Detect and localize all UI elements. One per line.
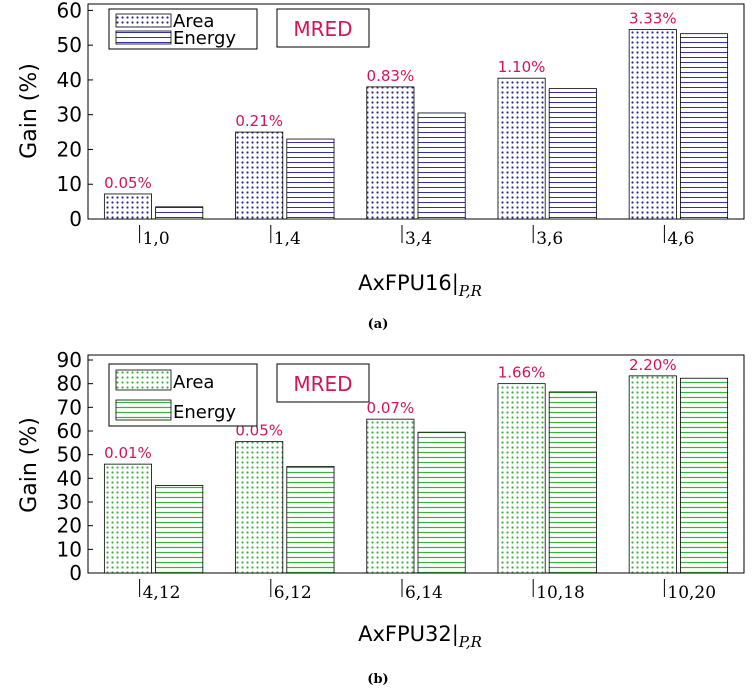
y-tick-label: 90 [57, 348, 82, 372]
x-tick-label: 10,20 [667, 583, 716, 603]
mred-value-label: 0.01% [104, 444, 152, 462]
y-tick-label: 60 [57, 0, 82, 22]
legend-label-area-b: Area [173, 372, 214, 393]
y-tick-label: 20 [57, 514, 82, 538]
chart-panel-a: 0 10 20 30 40 50 60 1,0 1,4 3,4 3,6 4,6 0.05% 0.21%… [17, 0, 745, 332]
bar-area [628, 375, 677, 574]
legend-label-energy-b: Energy [173, 402, 236, 423]
bar-area [103, 463, 152, 574]
x-ticks-a: 1,0 1,4 3,4 3,6 4,6 [139, 225, 694, 249]
legend-swatch-energy-b [115, 399, 172, 421]
legend-label-energy-a: Energy [173, 28, 236, 49]
x-axis-label-b: AxFPU32|P,R [358, 622, 482, 651]
x-tick-label: 4,6 [667, 229, 694, 249]
bar-energy [417, 431, 466, 574]
y-tick-label: 10 [57, 537, 82, 561]
legend-a: Area Energy [108, 8, 258, 50]
y-ticks-a: 0 10 20 30 40 50 60 [57, 0, 93, 231]
bars-a [103, 29, 729, 220]
bar-energy [155, 485, 204, 574]
mred-value-label: 1.66% [498, 364, 546, 382]
x-tick-label: 3,4 [405, 229, 432, 249]
y-tick-label: 0 [69, 207, 82, 231]
mred-label-b: MRED [293, 372, 352, 396]
y-tick-label: 50 [57, 443, 82, 467]
y-tick-label: 60 [57, 419, 82, 443]
y-tick-label: 70 [57, 395, 82, 419]
legend-label-area-a: Area [173, 11, 214, 32]
y-tick-label: 30 [57, 103, 82, 127]
mred-value-label: 1.10% [498, 58, 546, 76]
legend-swatch-area-a [115, 13, 172, 28]
x-axis-label-a: AxFPU16|P,R [358, 271, 482, 300]
x-ticks-b: 4,12 6,12 6,14 10,18 10,20 [139, 579, 716, 603]
legend-swatch-area-b [115, 369, 172, 391]
bar-energy [286, 138, 335, 220]
x-tick-label: 4,12 [143, 583, 181, 603]
y-tick-label: 10 [57, 172, 82, 196]
bar-energy [680, 377, 729, 574]
caption-a: (a) [368, 317, 389, 332]
y-tick-label: 30 [57, 490, 82, 514]
y-tick-label: 20 [57, 137, 82, 161]
legend-b: Area Energy [108, 363, 258, 427]
mred-value-label: 0.83% [367, 67, 415, 85]
x-tick-label: 3,6 [536, 229, 563, 249]
bar-energy [548, 391, 597, 574]
mred-value-label: 3.33% [629, 10, 677, 28]
bar-energy [417, 112, 466, 220]
y-axis-label-b: Gain (%) [17, 417, 42, 513]
bar-area [366, 418, 415, 574]
bar-energy [680, 33, 729, 220]
x-tick-label: 6,14 [405, 583, 443, 603]
mred-value-label: 0.05% [104, 174, 152, 192]
caption-b: (b) [367, 672, 388, 687]
bar-area [497, 77, 546, 220]
bar-energy [548, 88, 597, 220]
bar-energy [286, 466, 335, 574]
mred-box-b [276, 363, 370, 403]
bar-energy [155, 206, 204, 220]
bar-area [497, 383, 546, 574]
bar-area [235, 441, 284, 574]
y-axis-label-a: Gain (%) [17, 63, 42, 159]
x-tick-label: 1,4 [274, 229, 301, 249]
bar-area [628, 29, 677, 220]
y-tick-label: 50 [57, 33, 82, 57]
bar-area [366, 86, 415, 220]
legend-swatch-energy-a [115, 30, 172, 45]
x-tick-label: 10,18 [536, 583, 585, 603]
y-tick-label: 40 [57, 466, 82, 490]
plot-frame-b [87, 354, 745, 574]
annotations-a: 0.05% 0.21% 0.83% 1.10% 3.33% [104, 10, 676, 192]
mred-label-a: MRED [293, 17, 352, 41]
x-tick-label: 6,12 [274, 583, 312, 603]
y-tick-label: 80 [57, 372, 82, 396]
bars-b [103, 375, 729, 574]
plot-frame-a [87, 3, 745, 220]
x-tick-label: 1,0 [143, 229, 170, 249]
mred-box-a [276, 8, 370, 48]
bar-area [103, 193, 152, 220]
mred-value-label: 0.21% [235, 112, 283, 130]
mred-value-label: 0.07% [367, 399, 415, 417]
mred-value-label: 2.20% [629, 356, 677, 374]
y-tick-label: 40 [57, 68, 82, 92]
y-tick-label: 0 [69, 561, 82, 585]
bar-area [235, 131, 284, 220]
